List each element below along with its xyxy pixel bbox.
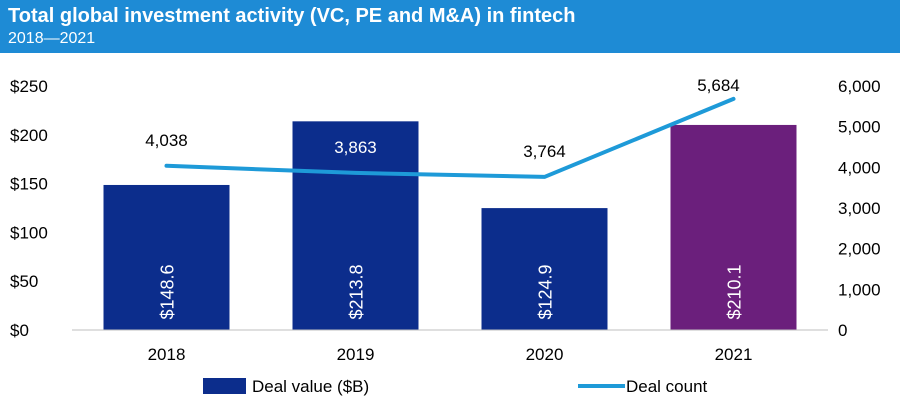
x-tick-label: 2019 bbox=[337, 345, 375, 364]
y-right-tick-label: 0 bbox=[838, 321, 847, 340]
y-right-tick-label: 6,000 bbox=[838, 77, 881, 96]
y-left-tick-label: $0 bbox=[10, 321, 29, 340]
chart-header: Total global investment activity (VC, PE… bbox=[0, 0, 900, 53]
bar-deal-value bbox=[670, 124, 797, 330]
bar-value-label: $148.6 bbox=[158, 264, 178, 319]
bar-deal-value bbox=[103, 184, 230, 330]
y-left-tick-label: $200 bbox=[10, 126, 48, 145]
bar-deal-value bbox=[292, 121, 419, 330]
y-right-tick-label: 4,000 bbox=[838, 158, 881, 177]
legend-swatch-deal-value bbox=[203, 378, 246, 394]
y-left-tick-label: $100 bbox=[10, 223, 48, 242]
line-value-label: 4,038 bbox=[145, 131, 188, 150]
line-value-label: 3,863 bbox=[334, 138, 377, 157]
x-tick-label: 2021 bbox=[715, 345, 753, 364]
y-left-tick-label: $50 bbox=[10, 272, 38, 291]
bar-value-label: $124.9 bbox=[536, 264, 556, 319]
line-value-label: 5,684 bbox=[697, 76, 740, 95]
y-left-tick-label: $250 bbox=[10, 77, 48, 96]
line-value-label: 3,764 bbox=[523, 142, 566, 161]
bar-value-label: $213.8 bbox=[347, 264, 367, 319]
line-deal-count bbox=[164, 96, 736, 179]
y-left-tick-label: $150 bbox=[10, 175, 48, 194]
legend-label-deal-value: Deal value ($B) bbox=[252, 377, 369, 396]
x-tick-label: 2020 bbox=[526, 345, 564, 364]
y-right-tick-label: 2,000 bbox=[838, 240, 881, 259]
y-right-tick-label: 5,000 bbox=[838, 118, 881, 137]
x-tick-label: 2018 bbox=[148, 345, 186, 364]
chart-title: Total global investment activity (VC, PE… bbox=[8, 5, 576, 27]
legend-label-deal-count: Deal count bbox=[626, 377, 708, 396]
chart-subtitle: 2018—2021 bbox=[8, 30, 96, 47]
y-right-tick-label: 3,000 bbox=[838, 199, 881, 218]
bar-value-label: $210.1 bbox=[725, 264, 745, 319]
y-right-tick-label: 1,000 bbox=[838, 280, 881, 299]
bar-deal-value bbox=[481, 208, 608, 330]
